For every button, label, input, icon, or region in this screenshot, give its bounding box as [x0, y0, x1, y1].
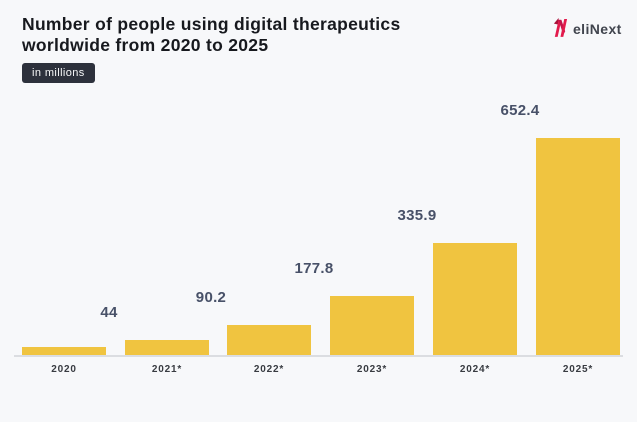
value-label: 44: [100, 304, 118, 321]
bar-2023: [330, 296, 414, 355]
chart-title: Number of people using digital therapeut…: [22, 14, 401, 56]
units-badge: in millions: [22, 63, 95, 83]
x-axis-label: 2021*: [151, 364, 183, 375]
value-label: 90.2: [195, 289, 227, 306]
bar-2020: [22, 347, 106, 355]
x-axis-line: [14, 355, 623, 357]
value-label: 177.8: [294, 260, 334, 277]
elinext-logo-text: eliNext: [573, 21, 622, 37]
x-axis-label: 2023*: [356, 364, 388, 375]
chart-title-line1: Number of people using digital therapeut…: [22, 14, 401, 34]
value-label: 335.9: [397, 207, 437, 224]
elinext-logo: eliNext: [552, 15, 622, 43]
bar-2021: [125, 340, 209, 355]
value-label: 652.4: [500, 102, 540, 119]
x-axis-label: 2024*: [459, 364, 491, 375]
bar-2025: [536, 138, 620, 355]
bar-2024: [433, 243, 517, 355]
chart-title-line2: worldwide from 2020 to 2025: [22, 35, 269, 55]
x-axis-label: 2025*: [562, 364, 594, 375]
elinext-logo-mark-icon: [552, 15, 568, 43]
x-axis-label: 2022*: [253, 364, 285, 375]
x-axis-label: 2020: [51, 364, 77, 375]
bar-2022: [227, 325, 311, 355]
